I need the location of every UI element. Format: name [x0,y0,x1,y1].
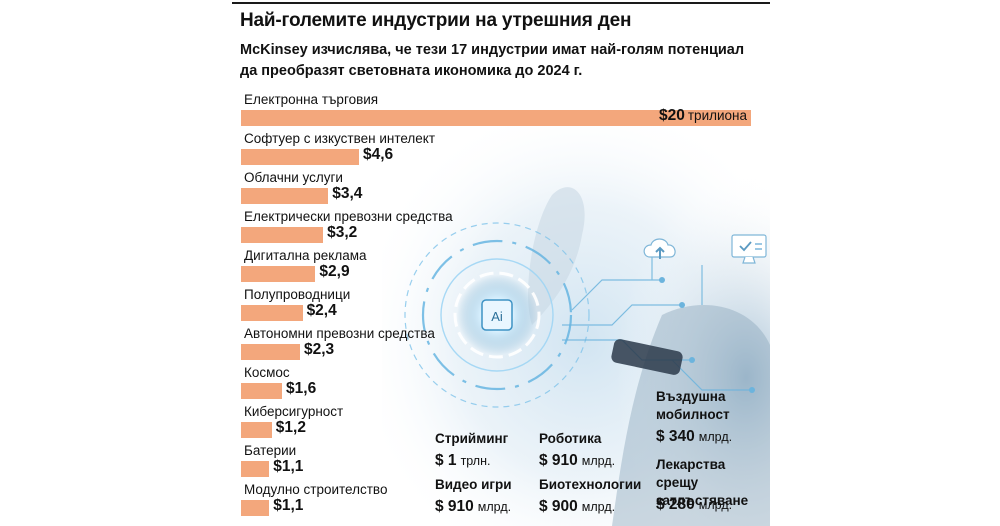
extra-industry-value: $ 340 млрд. [656,428,732,446]
chart-subtitle: McKinsey изчислява, че тези 17 индустрии… [240,42,745,79]
bar-value-label: $20 трилиона [659,107,747,125]
extra-industry-label: Видео игри [435,477,512,492]
bar [241,149,359,165]
bar-label: Космос [244,365,290,380]
extra-industry-number: $ 280 [656,496,695,513]
bar [241,500,270,516]
extra-industry-number: $ 900 [539,498,578,515]
bar-label: Киберсигурност [244,404,344,419]
bar [241,383,283,399]
top-rule [232,2,770,4]
extra-industry-value: $ 910 млрд. [539,452,615,470]
extra-industry-number: $ 910 [435,498,474,515]
extra-industry-number: $ 340 [656,428,695,445]
bar-value-label: $1,6 [286,380,317,397]
extra-industry-label: Лекарства срещу затлъстяване [656,457,749,508]
phone-silhouette [611,339,683,375]
chart-title: Най-големите индустрии на утрешния ден [240,10,632,31]
bar-value-label: $2,9 [319,263,350,280]
monitor-check-icon [731,234,767,264]
bar-value-number: $20 [659,107,685,124]
bar [241,110,751,126]
ai-chip-label: Ai [491,309,503,324]
extra-industry-label: Стрийминг [435,431,509,446]
bar-label: Електрически превозни средства [244,209,453,224]
extra-industry-value: $ 900 млрд. [539,498,615,516]
extra-industry-unit: млрд. [698,430,733,444]
bar-value-label: $4,6 [363,146,394,163]
extra-industry-value: $ 1 трлн. [435,452,490,470]
bar [241,422,272,438]
bar [241,227,324,243]
cloud-upload-icon [643,238,676,259]
bar-label: Електронна търговия [244,92,379,107]
extra-industry-unit: трлн. [460,454,491,468]
extra-industry-label: Биотехнологии [539,477,642,492]
extra-industry-number: $ 1 [435,452,457,469]
infographic: Ai Най-големите индустрии на утр [232,0,770,526]
bar-label: Полупроводници [244,287,351,302]
bar-label: Облачни услуги [244,170,343,185]
bar-value-label: $1,2 [275,419,306,436]
extra-industry-unit: млрд. [477,500,512,514]
bar-label: Модулно строителство [244,482,388,497]
extra-industry-label: Въздушна мобилност [656,389,730,422]
bar-label: Автономни превозни средства [244,326,435,341]
bar-value-label: $1,1 [273,458,304,475]
extra-industry-unit: млрд. [698,498,733,512]
extra-industry-unit: млрд. [581,500,616,514]
extra-industry-number: $ 910 [539,452,578,469]
extra-industry-value: $ 910 млрд. [435,498,511,516]
bar-value-label: $3,2 [327,224,358,241]
bar [241,188,329,204]
bar-value-label: $3,4 [332,185,363,202]
extra-industry-value: $ 280 млрд. [656,496,732,514]
extra-industry-unit: млрд. [581,454,616,468]
bar-value-label: $2,3 [304,341,335,358]
extra-industry-label: Роботика [539,431,602,446]
bar-label: Дигитална реклама [244,248,367,263]
bar [241,344,300,360]
bar-label: Батерии [244,443,297,458]
bar [241,305,303,321]
bar [241,461,270,477]
bar-value-label: $2,4 [306,302,337,319]
bar-value-unit: трилиона [687,108,747,123]
ai-illustration: Ai [382,115,770,526]
bar-label: Софтуер с изкуствен интелект [244,131,436,146]
bar [241,266,316,282]
bar-value-label: $1,1 [273,497,304,514]
